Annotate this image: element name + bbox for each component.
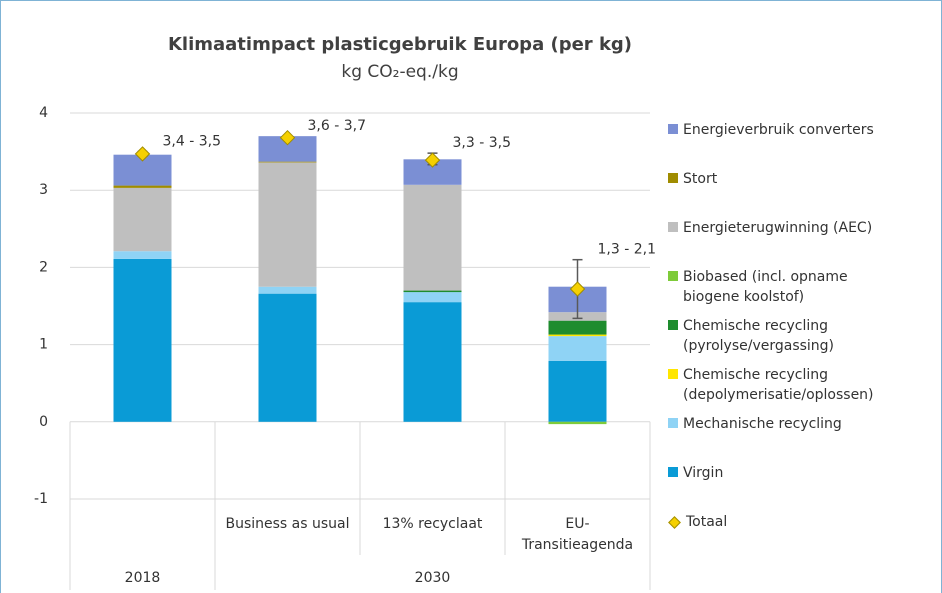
total-marker bbox=[134, 146, 151, 162]
legend-label: Mechanische recycling bbox=[683, 416, 842, 432]
x-group-label: 2018 bbox=[125, 570, 161, 586]
legend-swatch bbox=[668, 173, 678, 183]
x-tick-label: Business as usual bbox=[225, 516, 349, 532]
y-tick-label: 2 bbox=[39, 259, 48, 275]
chart-subtitle: kg CO₂-eq./kg bbox=[341, 62, 458, 82]
legend-swatch bbox=[668, 124, 678, 134]
y-tick-label: -1 bbox=[34, 491, 48, 507]
legend-entry: Totaal bbox=[668, 512, 940, 561]
bar-segment bbox=[548, 360, 607, 422]
y-tick-label: 1 bbox=[39, 337, 48, 353]
x-tick-label: 13% recyclaat bbox=[383, 516, 483, 532]
legend-entry: Virgin bbox=[668, 463, 940, 512]
chart-title: Klimaatimpact plasticgebruik Europa (per… bbox=[168, 34, 632, 55]
data-label: 3,4 - 3,5 bbox=[163, 134, 221, 150]
bar-segment bbox=[548, 320, 607, 335]
legend-entry: Energieverbruik converters bbox=[668, 120, 940, 169]
bar-segment bbox=[113, 187, 172, 252]
legend-label: Energieterugwinning (AEC) bbox=[683, 220, 873, 236]
legend-swatch bbox=[668, 320, 678, 330]
legend-entry: Energieterugwinning (AEC) bbox=[668, 218, 940, 267]
legend-entry: Mechanische recycling bbox=[668, 414, 940, 463]
legend-swatch bbox=[668, 369, 678, 379]
bar-segment bbox=[113, 258, 172, 422]
bar-segment bbox=[548, 334, 607, 337]
legend-swatch bbox=[668, 516, 681, 529]
legend: Energieverbruik converters Stort Energiete… bbox=[668, 120, 940, 561]
y-tick-label: 4 bbox=[39, 105, 48, 121]
legend-label: Virgin bbox=[683, 465, 724, 481]
total-marker bbox=[279, 129, 296, 146]
bar-segment bbox=[403, 302, 462, 422]
bar-segment bbox=[403, 184, 462, 291]
bar-segment bbox=[548, 336, 607, 361]
bar-segment bbox=[113, 251, 172, 259]
data-label: 3,3 - 3,5 bbox=[453, 135, 511, 151]
legend-swatch bbox=[668, 222, 678, 232]
bar-segment bbox=[258, 161, 317, 163]
bar-segment bbox=[403, 290, 462, 293]
legend-label: Chemische recycling (pyrolyse/vergassing… bbox=[683, 318, 835, 354]
legend-label: Stort bbox=[683, 171, 718, 187]
legend-entry: Chemische recycling (pyrolyse/vergassing… bbox=[668, 316, 940, 365]
legend-entry: Biobased (incl. opname biogene koolstof) bbox=[668, 267, 940, 316]
legend-label: Biobased (incl. opname biogene koolstof) bbox=[683, 269, 848, 305]
y-tick-label: 3 bbox=[39, 182, 48, 198]
data-label: 1,3 - 2,1 bbox=[598, 242, 656, 258]
legend-label: Chemische recycling (depolymerisatie/opl… bbox=[683, 367, 874, 403]
bar-segment bbox=[258, 286, 317, 294]
bar-segment bbox=[113, 185, 172, 188]
legend-entry: Chemische recycling (depolymerisatie/opl… bbox=[668, 365, 940, 414]
bar-segment bbox=[403, 292, 462, 303]
total-marker bbox=[569, 281, 586, 297]
legend-entry: Stort bbox=[668, 169, 940, 218]
legend-swatch bbox=[668, 467, 678, 477]
x-group-label: 2030 bbox=[415, 570, 451, 586]
total-marker bbox=[424, 152, 441, 168]
bar-segment bbox=[548, 421, 607, 425]
data-label: 3,6 - 3,7 bbox=[308, 118, 366, 134]
legend-swatch bbox=[668, 418, 678, 428]
bar-segment bbox=[258, 293, 317, 422]
legend-label: Totaal bbox=[686, 514, 728, 530]
x-tick-label: EU-Transitieagenda bbox=[521, 516, 633, 553]
y-tick-label: 0 bbox=[39, 414, 48, 430]
bar-segment bbox=[258, 162, 317, 287]
legend-swatch bbox=[668, 271, 678, 281]
legend-label: Energieverbruik converters bbox=[683, 122, 874, 138]
